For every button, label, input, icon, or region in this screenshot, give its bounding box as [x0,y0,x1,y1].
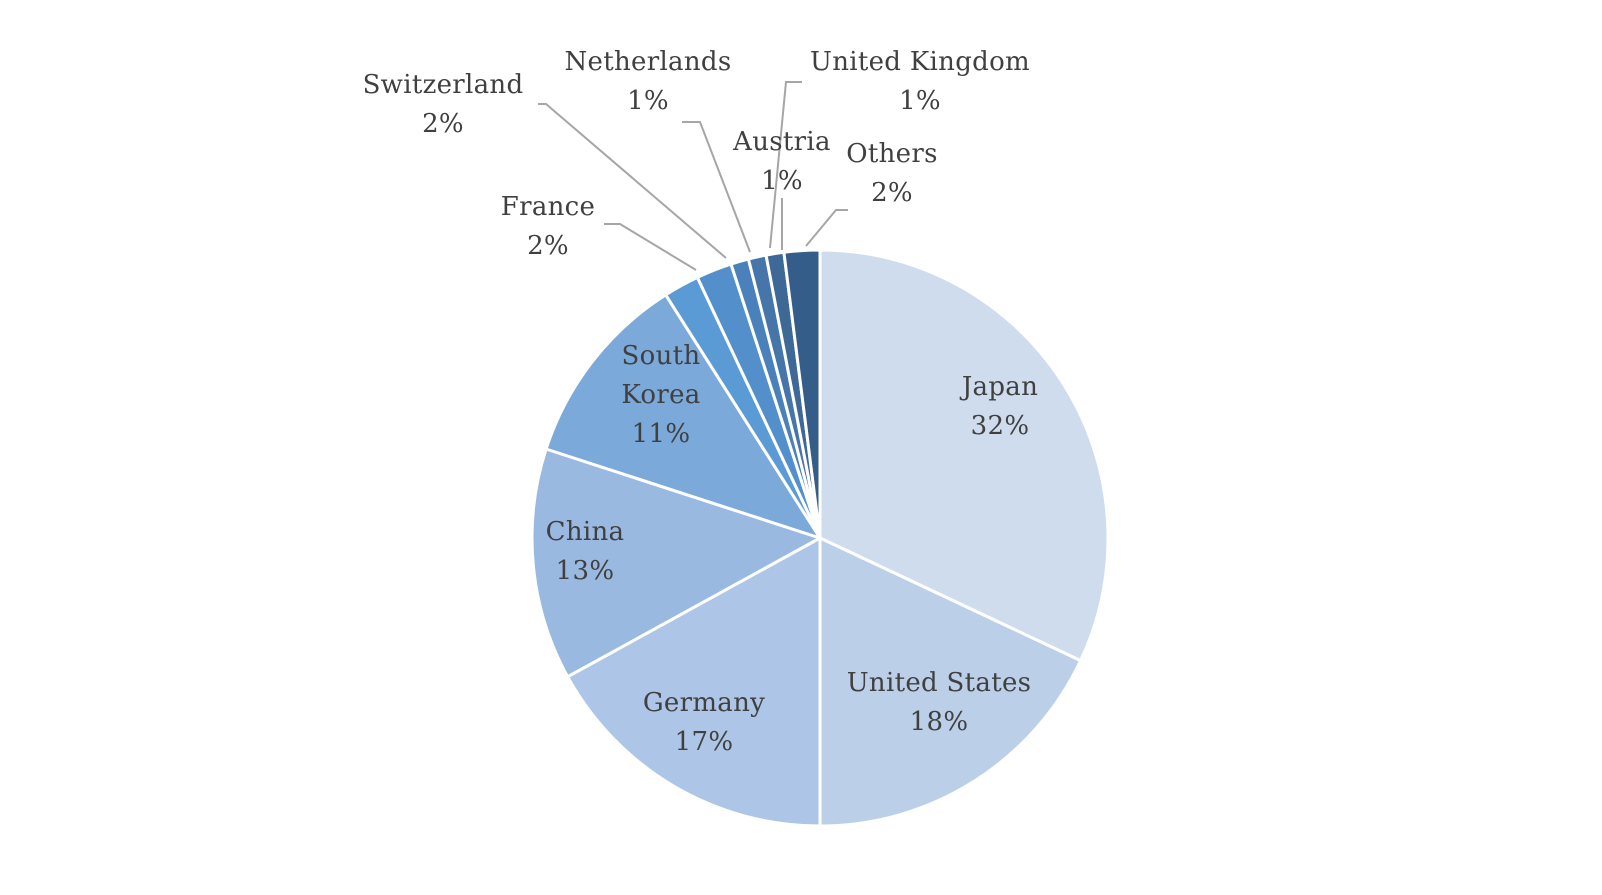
data-label-france: France 2% [501,192,595,261]
pie-slice-china [530,447,822,679]
data-label-switzerland: Switzerland 2% [363,70,524,139]
slice-name: China [546,517,625,547]
slice-name: Netherlands [565,47,732,77]
slice-value: 2% [527,231,569,261]
slice-name: Korea [621,380,700,410]
pie-slice-united-states [818,536,1083,828]
slice-value: 11% [632,419,691,449]
leader-lines [538,81,848,271]
data-label-austria: Austria 1% [732,127,831,196]
leader-line-united-kingdom [769,81,802,249]
slice-value: 2% [871,178,913,208]
slice-name: Japan [959,372,1038,402]
slice-name: France [501,192,595,222]
slice-name: Switzerland [363,70,524,100]
slice-value: 1% [761,166,803,196]
slice-name: South [622,341,701,371]
slice-value: 2% [422,109,464,139]
leader-line-others [805,209,848,247]
data-label-netherlands: Netherlands 1% [565,47,732,116]
pie-slice-germany [566,536,822,828]
slice-value: 1% [899,86,941,116]
data-label-others: Others 2% [846,139,937,208]
pie-slice-others [782,248,822,540]
leader-line-netherlands [682,121,751,253]
slice-value: 13% [556,556,615,586]
slice-name: United States [847,668,1032,698]
pie-slice-japan [818,248,1110,663]
slice-name: Others [846,139,937,169]
data-label-united-kingdom: United Kingdom 1% [810,47,1030,116]
slice-name: United Kingdom [810,47,1030,77]
slice-labels: Japan 32% United States 18% Germany 17% China 1… [363,47,1038,757]
data-label-germany: Germany 17% [643,688,765,757]
slice-name: Austria [732,127,831,157]
leader-line-france [604,223,697,271]
slice-value: 17% [675,727,734,757]
slice-value: 32% [971,411,1030,441]
data-label-south-korea: South Korea 11% [621,341,700,449]
slice-value: 18% [910,707,969,737]
leader-line-switzerland [538,103,727,259]
pie-slice-south-korea [544,293,822,540]
data-label-china: China 13% [546,517,625,586]
pie-slices [530,248,1110,828]
data-label-united-states: United States 18% [847,668,1032,737]
data-label-japan: Japan 32% [959,372,1038,441]
slice-name: Germany [643,688,765,718]
slice-value: 1% [627,86,669,116]
